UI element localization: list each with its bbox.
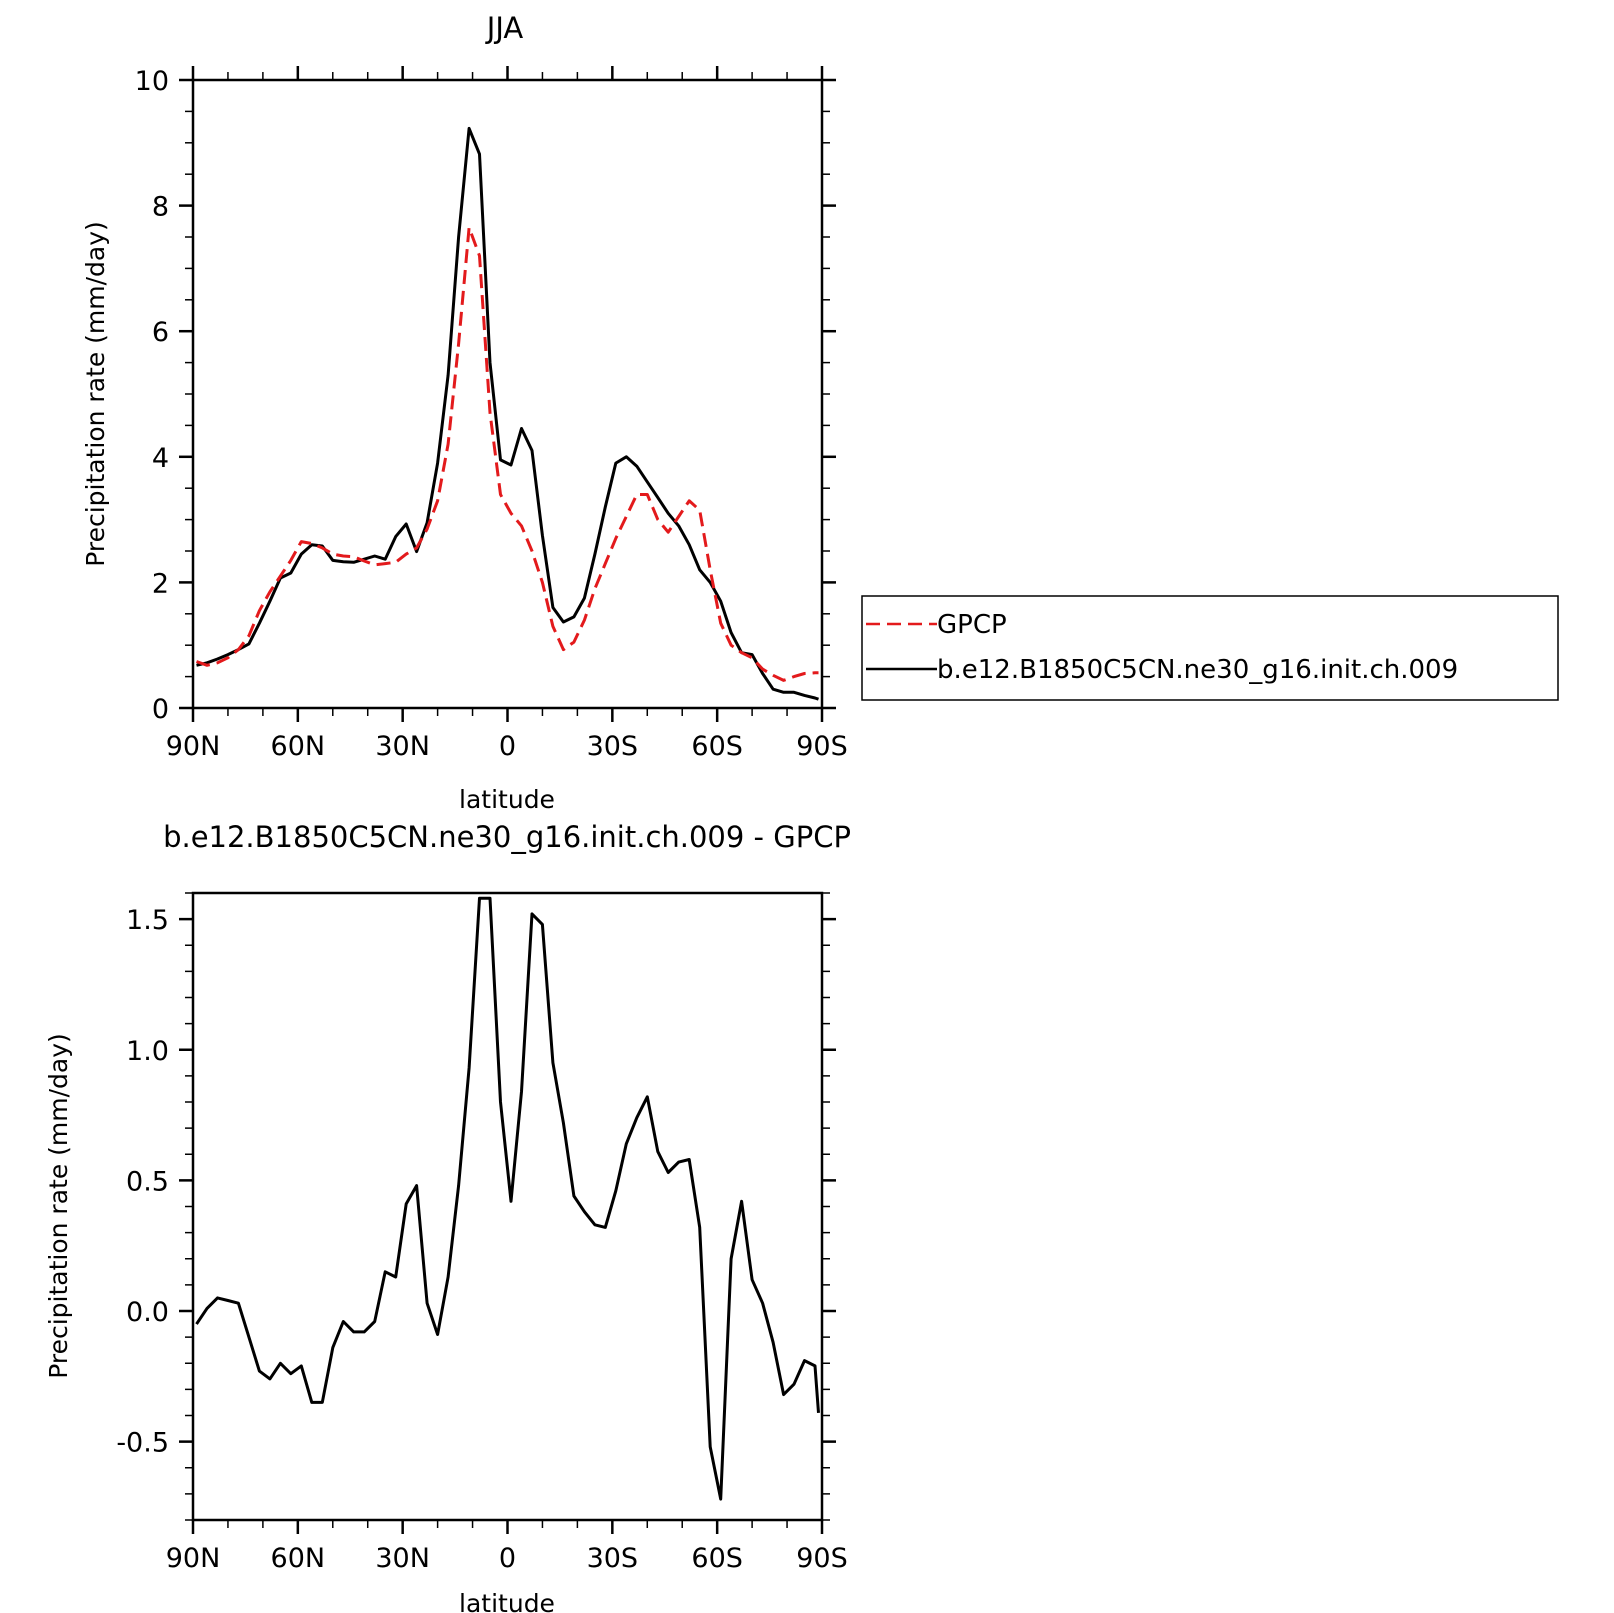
x-tick-label: 30S <box>587 731 639 762</box>
series-line-gpcp <box>195 226 819 682</box>
series-line-model <box>196 126 819 701</box>
y-axis-label: Precipitation rate (mm/day) <box>44 1033 73 1379</box>
x-tick-label: 90N <box>166 731 221 762</box>
legend-box <box>861 595 1559 701</box>
y-tick-label: 1.0 <box>126 1036 169 1067</box>
series-line-difference <box>195 896 820 1501</box>
x-tick-label: 90N <box>166 1543 221 1574</box>
chart-title: JJA <box>485 11 524 45</box>
y-tick-label: 6 <box>152 317 169 348</box>
chart-title: b.e12.B1850C5CN.ne30_g16.init.ch.009 - G… <box>163 820 851 854</box>
y-tick-label: 1.5 <box>126 905 169 936</box>
x-tick-label: 60N <box>271 731 326 762</box>
x-axis-label: latitude <box>459 785 555 814</box>
x-tick-label: 30N <box>375 731 430 762</box>
y-tick-label: 0.5 <box>126 1166 169 1197</box>
x-tick-label: 90S <box>796 1543 848 1574</box>
y-tick-label: 2 <box>152 568 169 599</box>
x-axis-label: latitude <box>459 1589 555 1613</box>
x-tick-label: 30S <box>587 1543 639 1574</box>
plot-frame <box>191 78 824 710</box>
y-tick-label: -0.5 <box>116 1428 169 1459</box>
x-tick-label: 90S <box>796 731 848 762</box>
y-tick-label: 10 <box>135 66 169 97</box>
precipitation-chart: JJA 0 2 4 6 8 10 90N 60N 30N 0 30S 60S 90S latitude… <box>81 11 1559 814</box>
x-tick-label: 60S <box>691 731 743 762</box>
x-tick-label: 60N <box>271 1543 326 1574</box>
legend: GPCP b.e12.B1850C5CN.ne30_g16.init.ch.00… <box>861 595 1559 701</box>
y-tick-label: 4 <box>152 443 169 474</box>
y-tick-label: 0.0 <box>126 1297 169 1328</box>
legend-label-gpcp: GPCP <box>937 610 1007 640</box>
y-tick-label: 8 <box>152 192 169 223</box>
x-tick-label: 0 <box>499 731 516 762</box>
y-tick-label: 0 <box>152 694 169 725</box>
legend-label-model: b.e12.B1850C5CN.ne30_g16.init.ch.009 <box>937 655 1458 685</box>
y-axis-label: Precipitation rate (mm/day) <box>81 221 110 567</box>
plot-frame <box>191 891 824 1522</box>
x-tick-label: 60S <box>691 1543 743 1574</box>
x-tick-label: 0 <box>499 1543 516 1574</box>
x-tick-label: 30N <box>375 1543 430 1574</box>
difference-chart: b.e12.B1850C5CN.ne30_g16.init.ch.009 - G… <box>44 820 851 1613</box>
